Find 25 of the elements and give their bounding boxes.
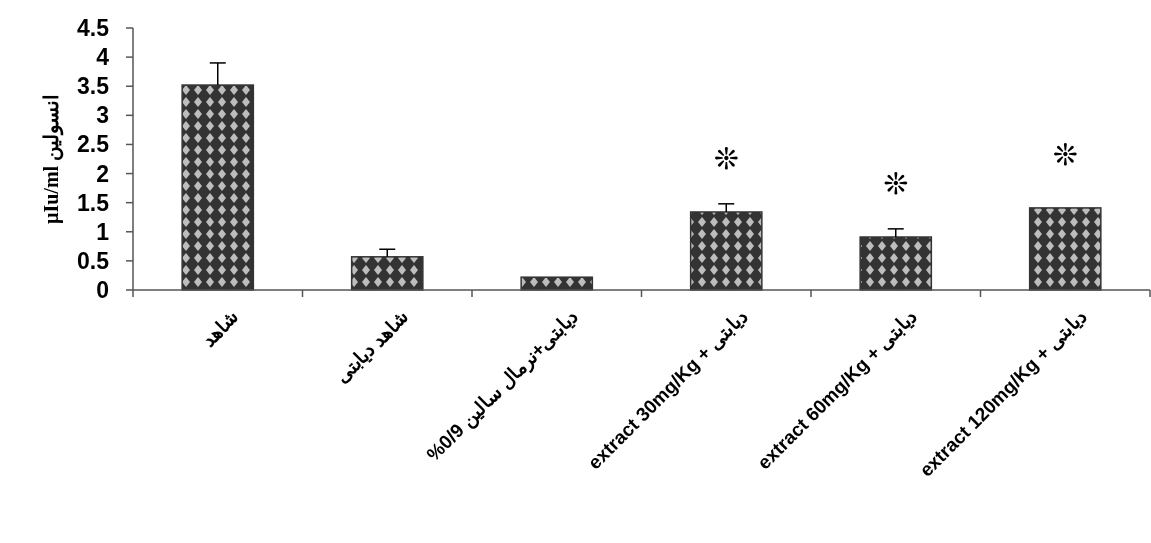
- y-tick-label: 0: [96, 277, 109, 303]
- annotation: ❊: [713, 140, 739, 176]
- x-tick-label: دیابتی + extract 60mg/Kg: [753, 305, 921, 474]
- bar: [181, 84, 255, 291]
- bar: [350, 256, 424, 291]
- annotation: ❊: [1052, 136, 1078, 172]
- annotation: ❊: [883, 166, 909, 202]
- x-tick-label: شاهد: [198, 305, 243, 351]
- y-tick-label: 1: [96, 218, 110, 245]
- y-tick-label: 0.5: [77, 247, 110, 274]
- x-tick-label: دیابتی+نرمال سالین 0/9%: [422, 305, 583, 466]
- y-tick-label: 3.5: [77, 73, 110, 100]
- y-tick-label: 4.5: [77, 15, 110, 41]
- bar: [1028, 207, 1102, 291]
- bar: [859, 236, 933, 291]
- x-tick-label: دیابتی + extract 30mg/Kg: [583, 305, 752, 474]
- y-tick-label: 4: [96, 44, 110, 71]
- bar: [689, 211, 763, 291]
- x-tick-label: شاهد دیابتی: [331, 305, 413, 387]
- y-axis-title: µIu/ml انسولین: [40, 93, 64, 225]
- bar: [520, 276, 594, 291]
- y-tick-label: 2: [96, 160, 109, 187]
- y-tick-label: 3: [96, 102, 109, 129]
- y-tick-label: 1.5: [77, 189, 110, 216]
- y-tick-label: 2.5: [77, 131, 110, 158]
